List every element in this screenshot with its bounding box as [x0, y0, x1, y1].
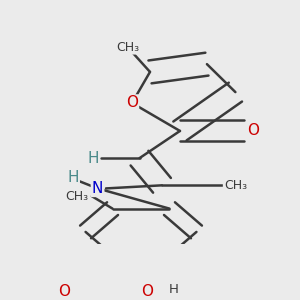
Text: CH₃: CH₃: [224, 179, 247, 192]
Text: H: H: [67, 169, 79, 184]
Text: O: O: [142, 284, 154, 299]
Text: O: O: [58, 284, 70, 299]
Text: O: O: [126, 95, 138, 110]
Text: CH₃: CH₃: [66, 190, 89, 203]
Text: O: O: [247, 123, 259, 138]
Text: H: H: [87, 151, 99, 166]
Text: CH₃: CH₃: [116, 40, 139, 54]
Text: N: N: [92, 181, 103, 196]
Text: H: H: [169, 283, 178, 296]
